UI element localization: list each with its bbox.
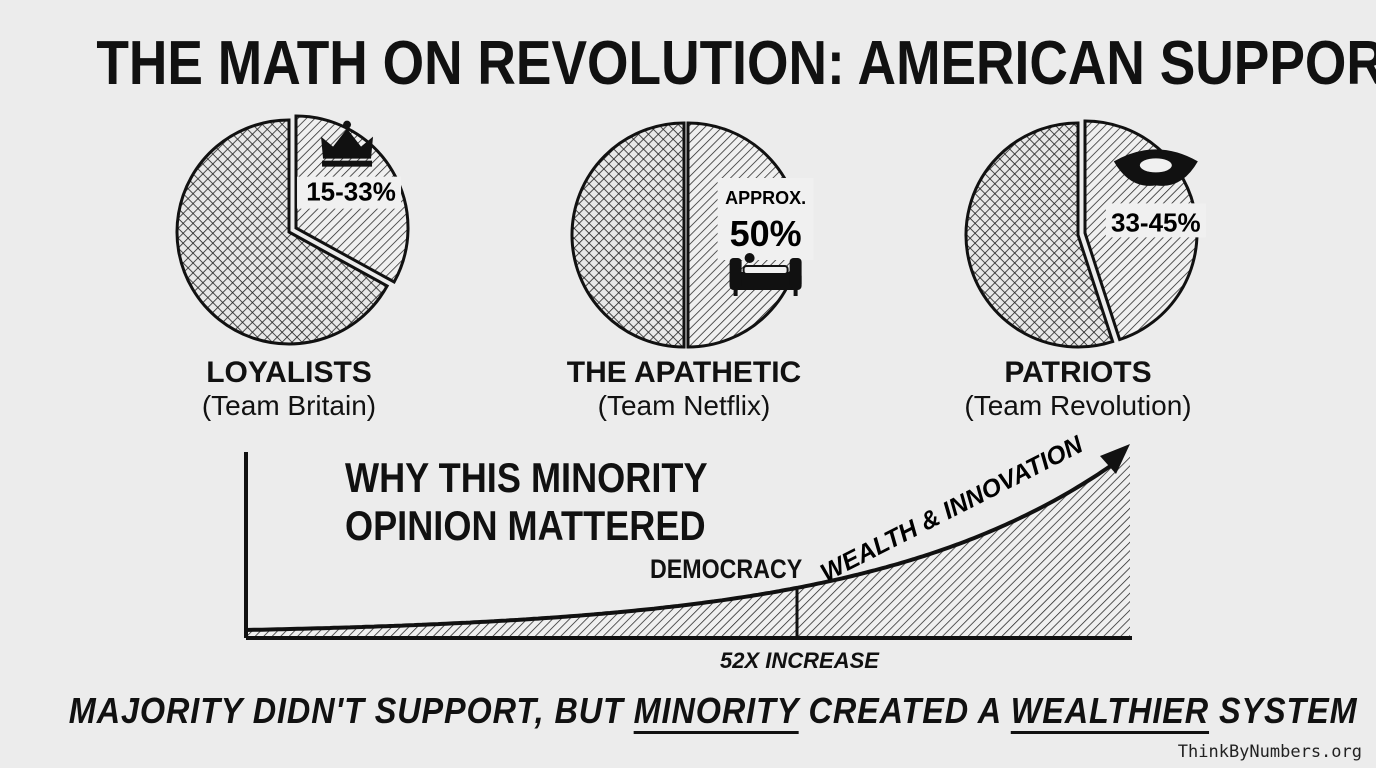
footer-emphasis-wealthier: WEALTHIER bbox=[1010, 690, 1210, 731]
crown-icon bbox=[321, 120, 374, 167]
pie-value-prefix-apathetic: APPROX. bbox=[725, 188, 806, 208]
pie-patriots: 33-45% bbox=[964, 119, 1206, 349]
couch-icon bbox=[729, 253, 802, 296]
growth-chart-title: WHY THIS MINORITY OPINION MATTERED bbox=[345, 454, 707, 549]
pie-sublabel-apathetic: (Team Netflix) bbox=[597, 390, 771, 421]
pie-value-patriots: 33-45% bbox=[1111, 207, 1201, 237]
pie-slice-rest bbox=[570, 121, 686, 349]
pie-value-loyalists: 15-33% bbox=[306, 177, 396, 207]
footer-tagline: MAJORITY DIDN'T SUPPORT, BUT MINORITY CR… bbox=[68, 690, 1357, 732]
tricorn-hat-icon bbox=[1113, 149, 1198, 186]
pie-sublabel-loyalists: (Team Britain) bbox=[201, 390, 377, 421]
footer-part2: CREATED A bbox=[798, 690, 1011, 731]
democracy-label: DEMOCRACY bbox=[650, 554, 803, 584]
pie-label-patriots: PATRIOTS bbox=[1004, 356, 1152, 389]
growth-curve bbox=[245, 459, 1120, 632]
pie-value-apathetic: 50% bbox=[730, 213, 802, 254]
growth-arrowhead bbox=[1100, 444, 1130, 474]
pie-sublabel-patriots: (Team Revolution) bbox=[964, 390, 1192, 421]
footer-part3: SYSTEM bbox=[1209, 690, 1358, 731]
footer-emphasis-minority: MINORITY bbox=[633, 690, 799, 731]
increase-label: 52X INCREASE bbox=[720, 648, 879, 673]
pie-label-apathetic: THE APATHETIC bbox=[566, 356, 802, 389]
pie-slice-rest bbox=[964, 121, 1115, 349]
pie-label-loyalists: LOYALISTS bbox=[206, 356, 372, 389]
pie-apathetic: APPROX. 50% bbox=[570, 121, 814, 349]
watermark: ThinkByNumbers.org bbox=[1177, 742, 1362, 762]
footer-part1: MAJORITY DIDN'T SUPPORT, BUT bbox=[68, 690, 634, 731]
pie-slice-rest bbox=[175, 118, 390, 346]
page-title: THE MATH ON REVOLUTION: AMERICAN SUPPORT bbox=[96, 29, 1376, 98]
pie-loyalists: 15-33% bbox=[175, 114, 410, 346]
growth-area bbox=[246, 452, 1130, 638]
